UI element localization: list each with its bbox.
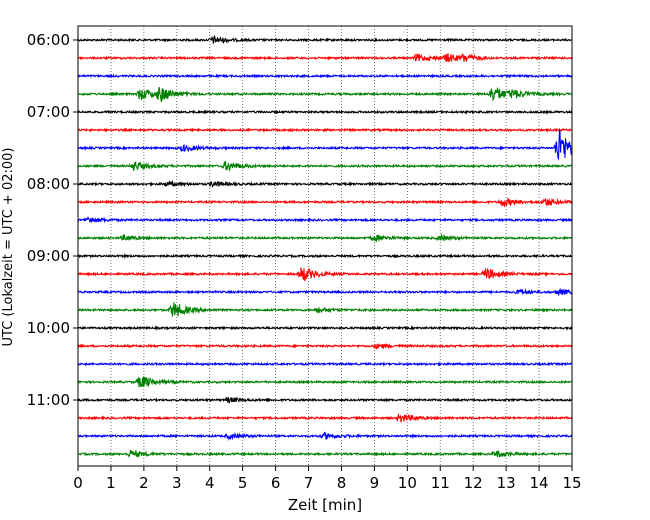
x-tick-label: 12 — [464, 474, 483, 492]
trace-1130 — [77, 431, 573, 442]
trace-0900 — [77, 253, 573, 259]
y-tick-label: 09:00 — [27, 247, 70, 265]
trace-0845 — [77, 233, 573, 242]
y-tick-label: 06:00 — [27, 31, 70, 49]
grid-lines — [110, 26, 540, 466]
trace-0915 — [77, 267, 573, 282]
x-tick-label: 15 — [562, 474, 581, 492]
y-axis-ticks: 06:00 07:00 08:00 09:00 10:00 11:00 — [27, 31, 78, 409]
trace-0745 — [77, 160, 573, 172]
x-tick-label: 6 — [271, 474, 281, 492]
y-tick-label: 11:00 — [27, 391, 70, 409]
x-tick-label: 10 — [398, 474, 417, 492]
x-axis-label: Zeit [min] — [288, 496, 362, 514]
trace-0800 — [77, 180, 573, 188]
trace-0630 — [77, 73, 573, 79]
plot-frame — [77, 25, 573, 467]
y-tick-label: 07:00 — [27, 103, 70, 121]
x-tick-label: 14 — [530, 474, 549, 492]
trace-1100 — [77, 396, 573, 404]
trace-0700 — [77, 109, 573, 115]
seismic-traces — [77, 34, 573, 459]
x-tick-label: 3 — [172, 474, 182, 492]
trace-0815 — [77, 197, 573, 208]
x-tick-label: 13 — [497, 474, 516, 492]
trace-0600 — [77, 34, 573, 45]
trace-0645 — [77, 86, 573, 103]
x-tick-label: 8 — [337, 474, 347, 492]
trace-0830 — [77, 216, 573, 224]
x-tick-label: 1 — [106, 474, 116, 492]
trace-1015 — [77, 342, 573, 350]
x-axis-ticks: 0 1 2 3 4 5 6 7 8 9 10 11 12 13 14 15 — [73, 466, 582, 492]
x-tick-label: 0 — [73, 474, 83, 492]
trace-0945 — [77, 302, 573, 317]
y-tick-label: 08:00 — [27, 175, 70, 193]
x-tick-label: 4 — [205, 474, 215, 492]
x-tick-label: 5 — [238, 474, 248, 492]
trace-1000 — [77, 325, 573, 331]
trace-1045 — [77, 376, 573, 388]
x-tick-label: 7 — [304, 474, 314, 492]
y-axis-label: UTC (Lokalzeit = UTC + 02:00) — [1, 148, 16, 347]
trace-1030 — [77, 361, 573, 367]
x-tick-label: 2 — [139, 474, 149, 492]
y-tick-label: 10:00 — [27, 319, 70, 337]
trace-0615 — [77, 52, 573, 63]
x-tick-label: 9 — [370, 474, 380, 492]
trace-0715 — [77, 127, 573, 133]
trace-1145 — [77, 449, 573, 459]
x-tick-label: 11 — [431, 474, 450, 492]
trace-0730 — [77, 128, 573, 161]
trace-0930 — [77, 287, 573, 296]
trace-1115 — [77, 412, 573, 423]
